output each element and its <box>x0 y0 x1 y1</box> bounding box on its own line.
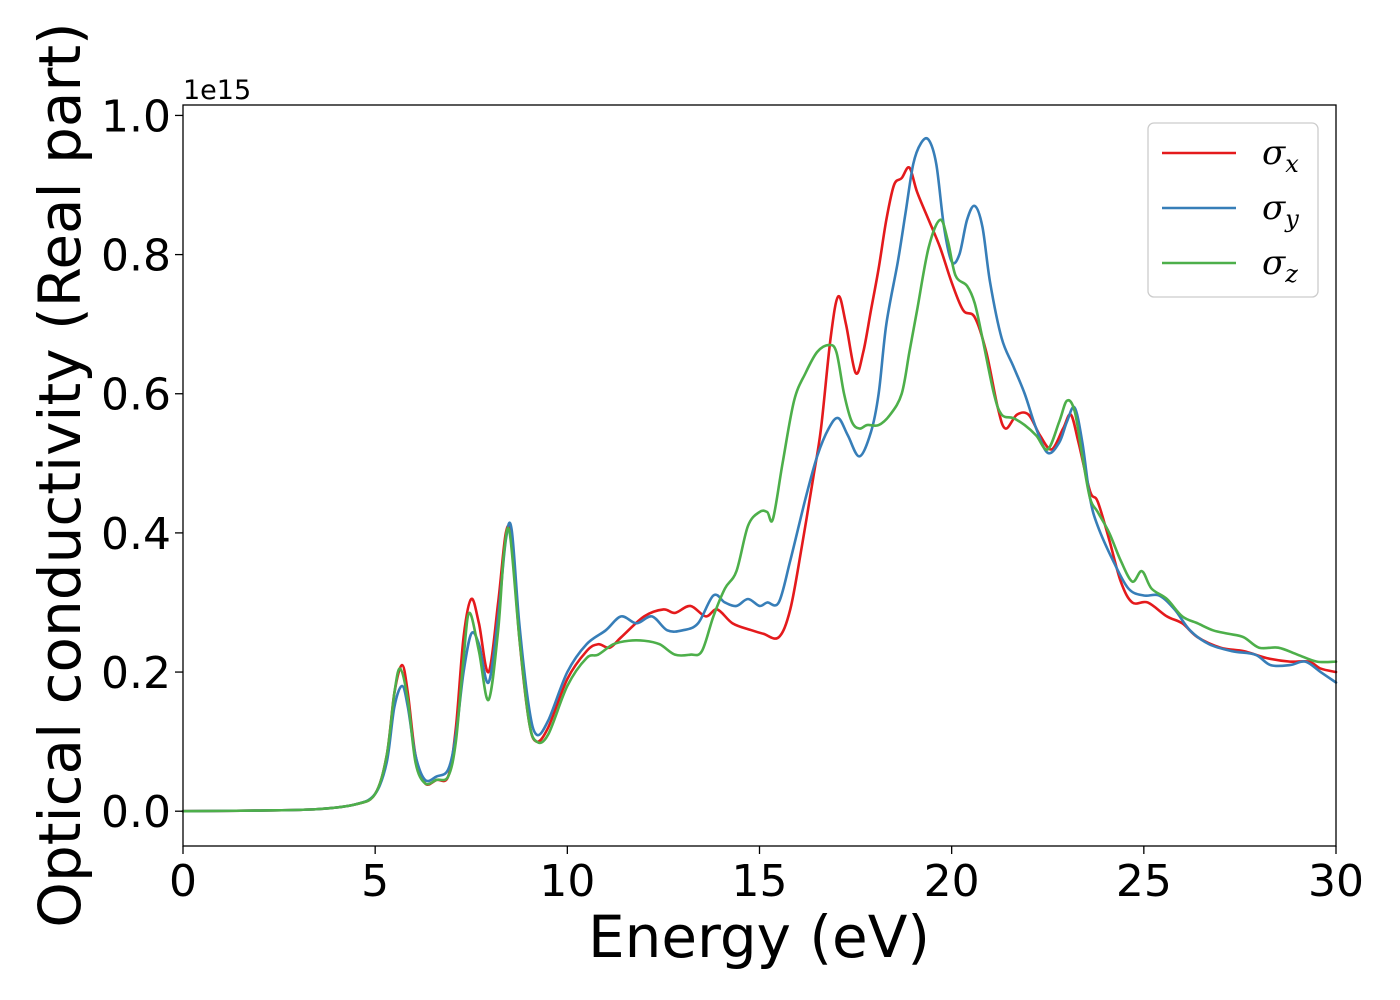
y-tick-label: 1.0 <box>101 91 171 142</box>
y-offset-label: 1e15 <box>183 75 251 106</box>
series-line-z <box>181 218 1338 813</box>
y-tick-label: 0.8 <box>101 231 171 282</box>
x-tick-label: 0 <box>169 856 197 907</box>
x-tick-label: 20 <box>924 856 980 907</box>
x-tick-label: 10 <box>539 856 595 907</box>
y-tick-label: 0.4 <box>101 509 171 560</box>
y-tick-label: 0.0 <box>101 787 171 838</box>
x-tick-label: 15 <box>732 856 788 907</box>
y-axis-label: Optical conductivity (Real part) <box>26 22 94 927</box>
x-tick-label: 30 <box>1308 856 1364 907</box>
x-axis-label: Energy (eV) <box>588 903 930 971</box>
y-tick-label: 0.2 <box>101 648 171 699</box>
y-axis-ticks: 0.0 0.2 0.4 0.6 0.8 1.0 <box>101 91 183 838</box>
x-axis-ticks: 0 5 10 15 20 25 30 <box>169 846 1364 907</box>
series-line-x <box>181 165 1338 813</box>
x-tick-label: 25 <box>1116 856 1172 907</box>
series-layer <box>181 136 1338 813</box>
plot-background <box>183 105 1336 846</box>
legend-frame <box>1147 122 1319 298</box>
x-tick-label: 5 <box>361 856 389 907</box>
y-tick-label: 0.6 <box>101 370 171 421</box>
